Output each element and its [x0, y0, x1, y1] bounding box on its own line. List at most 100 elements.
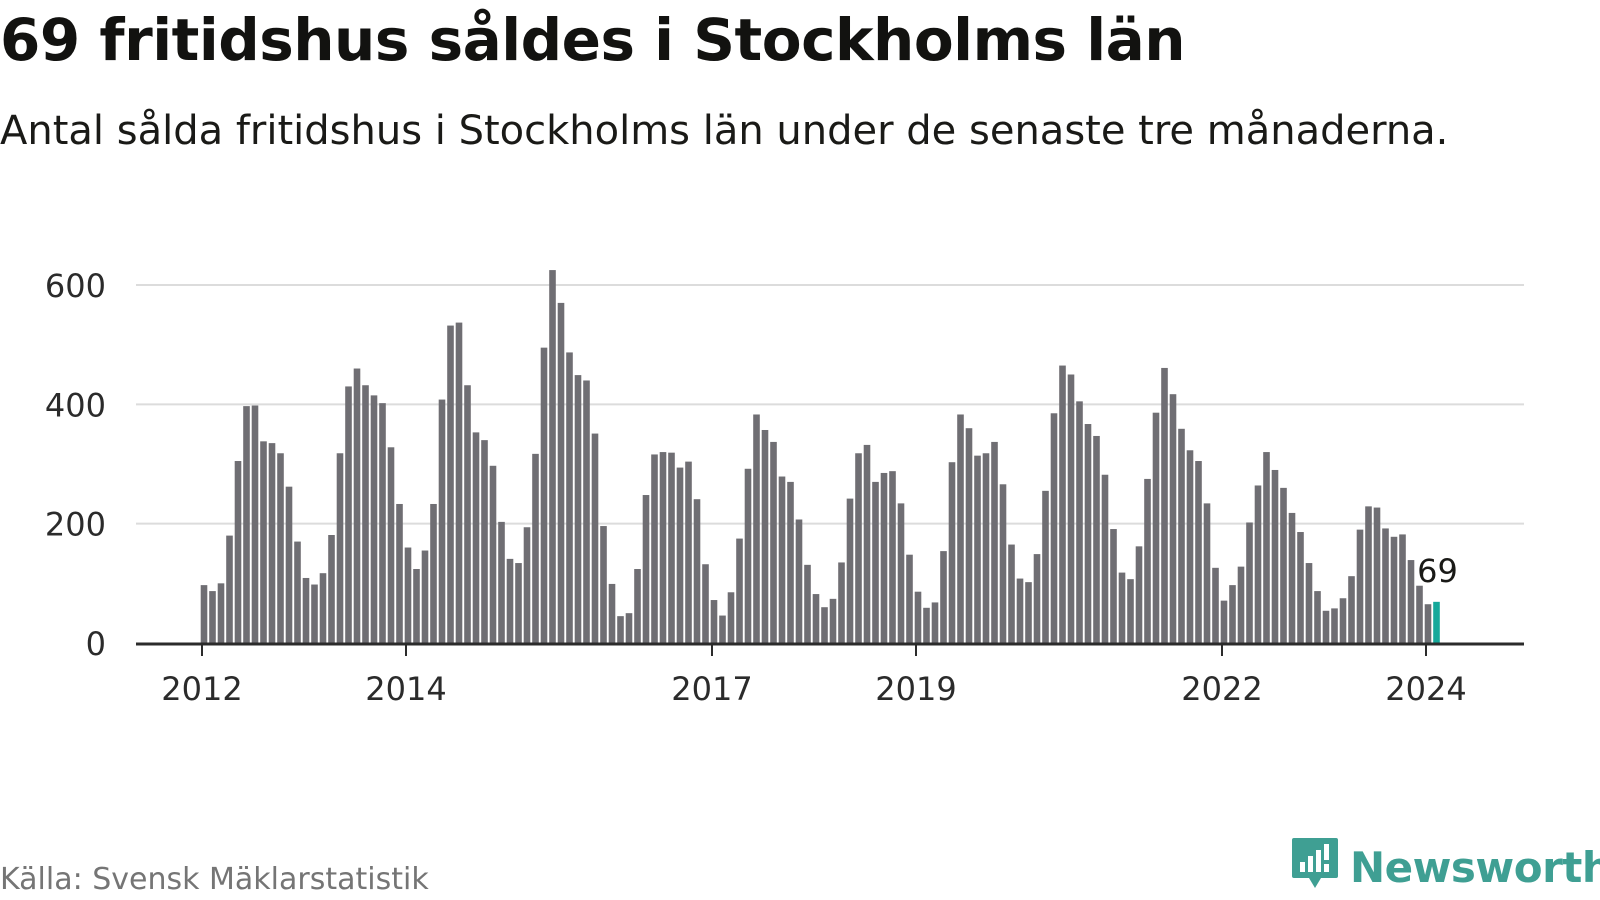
bar [659, 452, 667, 643]
bar [974, 455, 981, 643]
bar [676, 467, 684, 643]
y-tick-label: 200 [45, 506, 106, 544]
bar [515, 563, 522, 643]
bar [209, 591, 216, 643]
gridlines [136, 284, 1524, 525]
bar [863, 444, 871, 643]
bar [1135, 546, 1143, 643]
bar [1356, 529, 1364, 643]
bar [1314, 591, 1321, 643]
bar [1280, 487, 1287, 643]
bar [294, 541, 301, 643]
bar [583, 380, 590, 643]
bar [574, 375, 582, 643]
bar [600, 526, 607, 643]
labels: 0 200 400 600 2012 2014 2017 2019 2022 2024 69 [45, 267, 1467, 708]
bar [1271, 469, 1279, 643]
bar [608, 583, 616, 643]
bar [897, 503, 905, 643]
bar [702, 564, 709, 643]
bar [1382, 528, 1389, 643]
bar [838, 562, 845, 643]
brand-name: Newsworthy [1350, 842, 1600, 892]
bar [311, 584, 318, 643]
bar [302, 577, 310, 643]
bar [1365, 506, 1372, 643]
bar [260, 441, 267, 643]
bar [200, 585, 208, 643]
bar [804, 564, 811, 643]
bar [1169, 394, 1177, 643]
bar [999, 484, 1007, 643]
bar [1161, 367, 1168, 643]
bar [1033, 554, 1041, 643]
bar [277, 453, 284, 643]
x-tick-label: 2022 [1181, 670, 1262, 708]
bar [1093, 435, 1100, 643]
bar [1067, 374, 1075, 643]
bar [685, 461, 692, 643]
bar [651, 454, 658, 643]
bar [753, 414, 760, 643]
bar [285, 486, 293, 643]
bar [957, 414, 964, 643]
bar [855, 453, 862, 643]
bar [421, 550, 429, 643]
bar [506, 558, 514, 643]
bar [812, 594, 820, 643]
bar [396, 503, 403, 643]
bar [778, 476, 786, 643]
bar [736, 538, 743, 643]
bar [1076, 401, 1083, 643]
bar [472, 432, 480, 643]
bar [914, 591, 922, 643]
bar [923, 607, 930, 643]
bar [438, 399, 446, 643]
bar [1373, 507, 1381, 643]
bar [268, 443, 276, 643]
bar [880, 472, 888, 643]
bar [217, 583, 225, 643]
bar [1331, 608, 1338, 643]
bar [787, 481, 794, 643]
bar [770, 441, 777, 643]
bar [251, 405, 259, 643]
bar [1416, 585, 1423, 643]
brand-logo[interactable]: Newsworthy [1290, 836, 1600, 898]
bar [744, 468, 752, 643]
bar [1059, 365, 1066, 643]
x-tick-label: 2017 [671, 670, 752, 708]
bar [498, 521, 505, 643]
highlight-data-label: 69 [1417, 552, 1458, 590]
bar [353, 368, 361, 643]
bar [1246, 522, 1253, 643]
x-tick-label: 2014 [365, 670, 446, 708]
bar [982, 453, 990, 643]
bar [719, 615, 726, 643]
bar [821, 607, 828, 643]
bar [940, 551, 947, 643]
bar [1407, 560, 1415, 643]
bar [523, 527, 531, 643]
bar [455, 322, 463, 643]
bar [625, 613, 633, 643]
bar [557, 302, 565, 643]
bar [447, 325, 454, 643]
bar [319, 573, 327, 643]
bar [430, 503, 437, 643]
bar [668, 452, 675, 643]
bar [328, 535, 335, 643]
bar [795, 519, 803, 643]
bar [1348, 576, 1355, 643]
bar [345, 386, 352, 643]
bar [1016, 578, 1024, 643]
bar [872, 481, 879, 643]
source-note: Källa: Svensk Mäklarstatistik [0, 862, 429, 897]
page-title: 69 fritidshus såldes i Stockholms län [0, 6, 1186, 74]
bar [532, 453, 539, 643]
bar [1042, 490, 1049, 643]
bar [379, 403, 386, 643]
bar [761, 429, 769, 643]
bars [200, 270, 1440, 643]
